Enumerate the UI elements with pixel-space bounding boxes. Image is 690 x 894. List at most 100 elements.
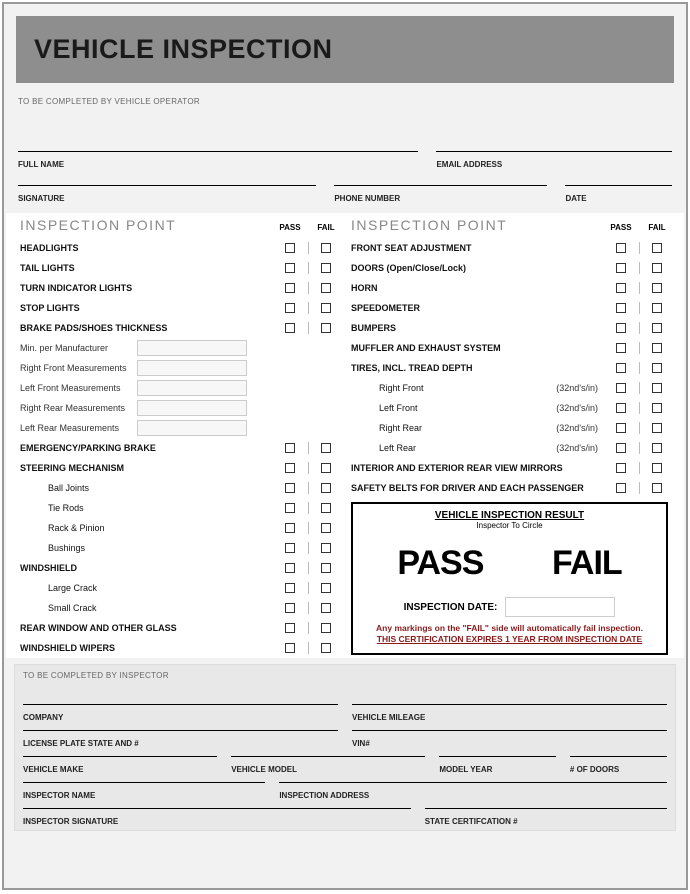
inspection-heading-left: INSPECTION POINT (20, 217, 275, 233)
fail-checkbox[interactable] (642, 419, 672, 437)
fail-checkbox[interactable] (311, 579, 341, 597)
fail-checkbox[interactable] (642, 379, 672, 397)
measurement-label: Right Rear Measurements (20, 403, 137, 413)
full-name-field: FULL NAME (18, 151, 418, 177)
pass-checkbox[interactable] (606, 339, 636, 357)
inspection-label: BUMPERS (351, 323, 606, 333)
measurement-input[interactable] (137, 360, 247, 376)
pass-checkbox[interactable] (606, 279, 636, 297)
measurement-input[interactable] (137, 400, 247, 416)
fail-checkbox[interactable] (642, 339, 672, 357)
fail-checkbox[interactable] (311, 319, 341, 337)
fail-checkbox[interactable] (311, 259, 341, 277)
fail-checkbox[interactable] (642, 479, 672, 497)
result-fail[interactable]: FAIL (552, 544, 622, 583)
pass-checkbox[interactable] (275, 599, 305, 617)
measurement-input[interactable] (137, 380, 247, 396)
fail-checkbox[interactable] (642, 319, 672, 337)
plate-field: LICENSE PLATE STATE AND # (23, 730, 338, 752)
fail-checkbox[interactable] (311, 559, 341, 577)
fail-checkbox[interactable] (311, 439, 341, 457)
fail-checkbox[interactable] (311, 599, 341, 617)
pass-checkbox[interactable] (606, 379, 636, 397)
pass-checkbox[interactable] (275, 319, 305, 337)
measurement-row: Right Front Measurements (20, 358, 341, 378)
fail-checkbox[interactable] (311, 459, 341, 477)
pass-checkbox[interactable] (275, 539, 305, 557)
pass-checkbox[interactable] (275, 519, 305, 537)
pass-checkbox[interactable] (606, 419, 636, 437)
inspection-form: VEHICLE INSPECTION TO BE COMPLETED BY VE… (2, 2, 688, 890)
pass-checkbox[interactable] (275, 299, 305, 317)
inspection-address-field: INSPECTION ADDRESS (279, 782, 667, 804)
signature-field: SIGNATURE (18, 185, 316, 211)
measurement-input[interactable] (137, 420, 247, 436)
email-input-space[interactable] (436, 125, 672, 143)
pass-checkbox[interactable] (275, 559, 305, 577)
measurement-label: Left Front Measurements (20, 383, 137, 393)
make-field: VEHICLE MAKE (23, 756, 217, 778)
pass-checkbox[interactable] (606, 479, 636, 497)
fail-checkbox[interactable] (642, 239, 672, 257)
inspection-label: WINDSHIELD WIPERS (20, 643, 275, 653)
inspection-label: MUFFLER AND EXHAUST SYSTEM (351, 343, 606, 353)
pass-checkbox[interactable] (606, 319, 636, 337)
inspection-label: Rack & Pinion (20, 523, 275, 533)
fail-checkbox[interactable] (311, 499, 341, 517)
pass-checkbox[interactable] (275, 439, 305, 457)
inspection-hint: (32nd's/in) (556, 383, 598, 393)
fail-checkbox[interactable] (311, 539, 341, 557)
pass-checkbox[interactable] (606, 259, 636, 277)
pass-checkbox[interactable] (606, 299, 636, 317)
inspection-row: WINDSHIELD (20, 558, 341, 578)
inspection-date-label: INSPECTION DATE: (404, 602, 498, 613)
vin-field: VIN# (352, 730, 667, 752)
pass-checkbox[interactable] (606, 459, 636, 477)
pass-checkbox[interactable] (606, 359, 636, 377)
pass-checkbox[interactable] (275, 279, 305, 297)
inspection-hint: (32nd's/in) (556, 443, 598, 453)
full-name-input-space[interactable] (18, 125, 418, 143)
pass-checkbox[interactable] (275, 639, 305, 657)
fail-checkbox[interactable] (311, 519, 341, 537)
inspection-row: Left Front(32nd's/in) (351, 398, 672, 418)
result-pass[interactable]: PASS (397, 544, 483, 583)
pass-checkbox[interactable] (275, 579, 305, 597)
fail-checkbox[interactable] (642, 399, 672, 417)
pass-checkbox[interactable] (606, 439, 636, 457)
inspection-row: TAIL LIGHTS (20, 258, 341, 278)
inspection-row: EMERGENCY/PARKING BRAKE (20, 438, 341, 458)
inspection-row: Left Rear(32nd's/in) (351, 438, 672, 458)
fail-checkbox[interactable] (642, 259, 672, 277)
fail-checkbox[interactable] (642, 439, 672, 457)
pass-checkbox[interactable] (275, 479, 305, 497)
inspection-right-column: INSPECTION POINT PASS FAIL FRONT SEAT AD… (347, 213, 678, 658)
inspection-date-input[interactable] (505, 597, 615, 617)
inspection-row: HEADLIGHTS (20, 238, 341, 258)
inspection-row: FRONT SEAT ADJUSTMENT (351, 238, 672, 258)
measurement-input[interactable] (137, 340, 247, 356)
fail-checkbox[interactable] (311, 279, 341, 297)
inspector-name-field: INSPECTOR NAME (23, 782, 265, 804)
pass-checkbox[interactable] (275, 499, 305, 517)
fail-checkbox[interactable] (642, 299, 672, 317)
pass-checkbox[interactable] (275, 259, 305, 277)
fail-checkbox[interactable] (642, 279, 672, 297)
inspection-label: REAR WINDOW AND OTHER GLASS (20, 623, 275, 633)
fail-checkbox[interactable] (642, 459, 672, 477)
fail-checkbox[interactable] (311, 639, 341, 657)
fail-checkbox[interactable] (311, 239, 341, 257)
fail-checkbox[interactable] (311, 479, 341, 497)
fail-checkbox[interactable] (311, 619, 341, 637)
inspection-label: Bushings (20, 543, 275, 553)
fail-checkbox[interactable] (642, 359, 672, 377)
pass-checkbox[interactable] (275, 619, 305, 637)
pass-checkbox[interactable] (606, 399, 636, 417)
pass-checkbox[interactable] (606, 239, 636, 257)
fail-checkbox[interactable] (311, 299, 341, 317)
measurement-row: Right Rear Measurements (20, 398, 341, 418)
pass-checkbox[interactable] (275, 459, 305, 477)
operator-note: TO BE COMPLETED BY VEHICLE OPERATOR (4, 89, 686, 117)
mileage-field: VEHICLE MILEAGE (352, 704, 667, 726)
pass-checkbox[interactable] (275, 239, 305, 257)
